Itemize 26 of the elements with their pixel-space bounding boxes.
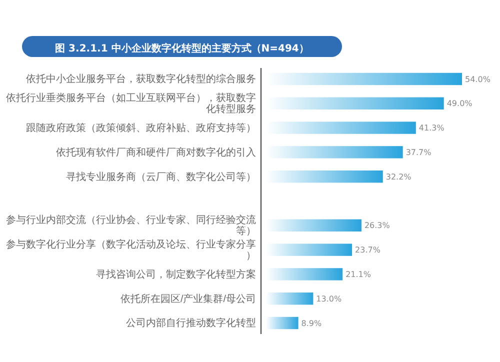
y-tick-label: 依托中小企业服务平台，获取数字化转型的综合服务 — [26, 73, 256, 86]
data-label: 23.7% — [355, 246, 381, 255]
y-tick-label: 依托现有软件厂商和硬件厂商对数字化的引入 — [56, 146, 256, 158]
bar — [266, 316, 298, 330]
bar — [266, 244, 352, 256]
bar — [266, 268, 343, 280]
y-tick-label: 参与行业内部交流（行业协会、行业专家、同行经验交流等） — [6, 214, 256, 238]
y-tick-label: 参与数字化行业分享（数字化活动及论坛、行业专家分享） — [6, 238, 256, 262]
data-label: 13.0% — [316, 294, 342, 304]
y-tick-label: 依托行业垂类服务平台（如工业互联网平台），获取数字化转型服务 — [6, 92, 256, 116]
y-tick-label: 依托所在园区/产业集群/母公司 — [120, 292, 256, 305]
data-label: 21.1% — [346, 270, 372, 280]
bar — [266, 219, 362, 232]
y-tick-label: 寻找咨询公司，制定数字化转型方案 — [96, 268, 256, 280]
data-label: 37.7% — [406, 148, 432, 157]
text: 图 3.2.1.1 中小企业数字化转型的主要方式（N=494） — [55, 42, 309, 54]
data-label: 54.0% — [465, 74, 491, 84]
data-label: 32.2% — [386, 172, 412, 182]
data-label: 8.9% — [301, 318, 322, 328]
bar — [266, 292, 314, 305]
y-tick-label: 公司内部自行推动数字化转型 — [126, 317, 256, 330]
data-label: 41.3% — [418, 124, 445, 133]
y-tick-label: 跟随政府政策（政策倾斜、政府补贴、政府支持等） — [26, 122, 256, 134]
data-label: 26.3% — [364, 221, 390, 230]
y-tick-label: 寻找专业服务商（云厂商、数字化公司等） — [66, 170, 256, 183]
data-label: 49.0% — [446, 99, 473, 108]
